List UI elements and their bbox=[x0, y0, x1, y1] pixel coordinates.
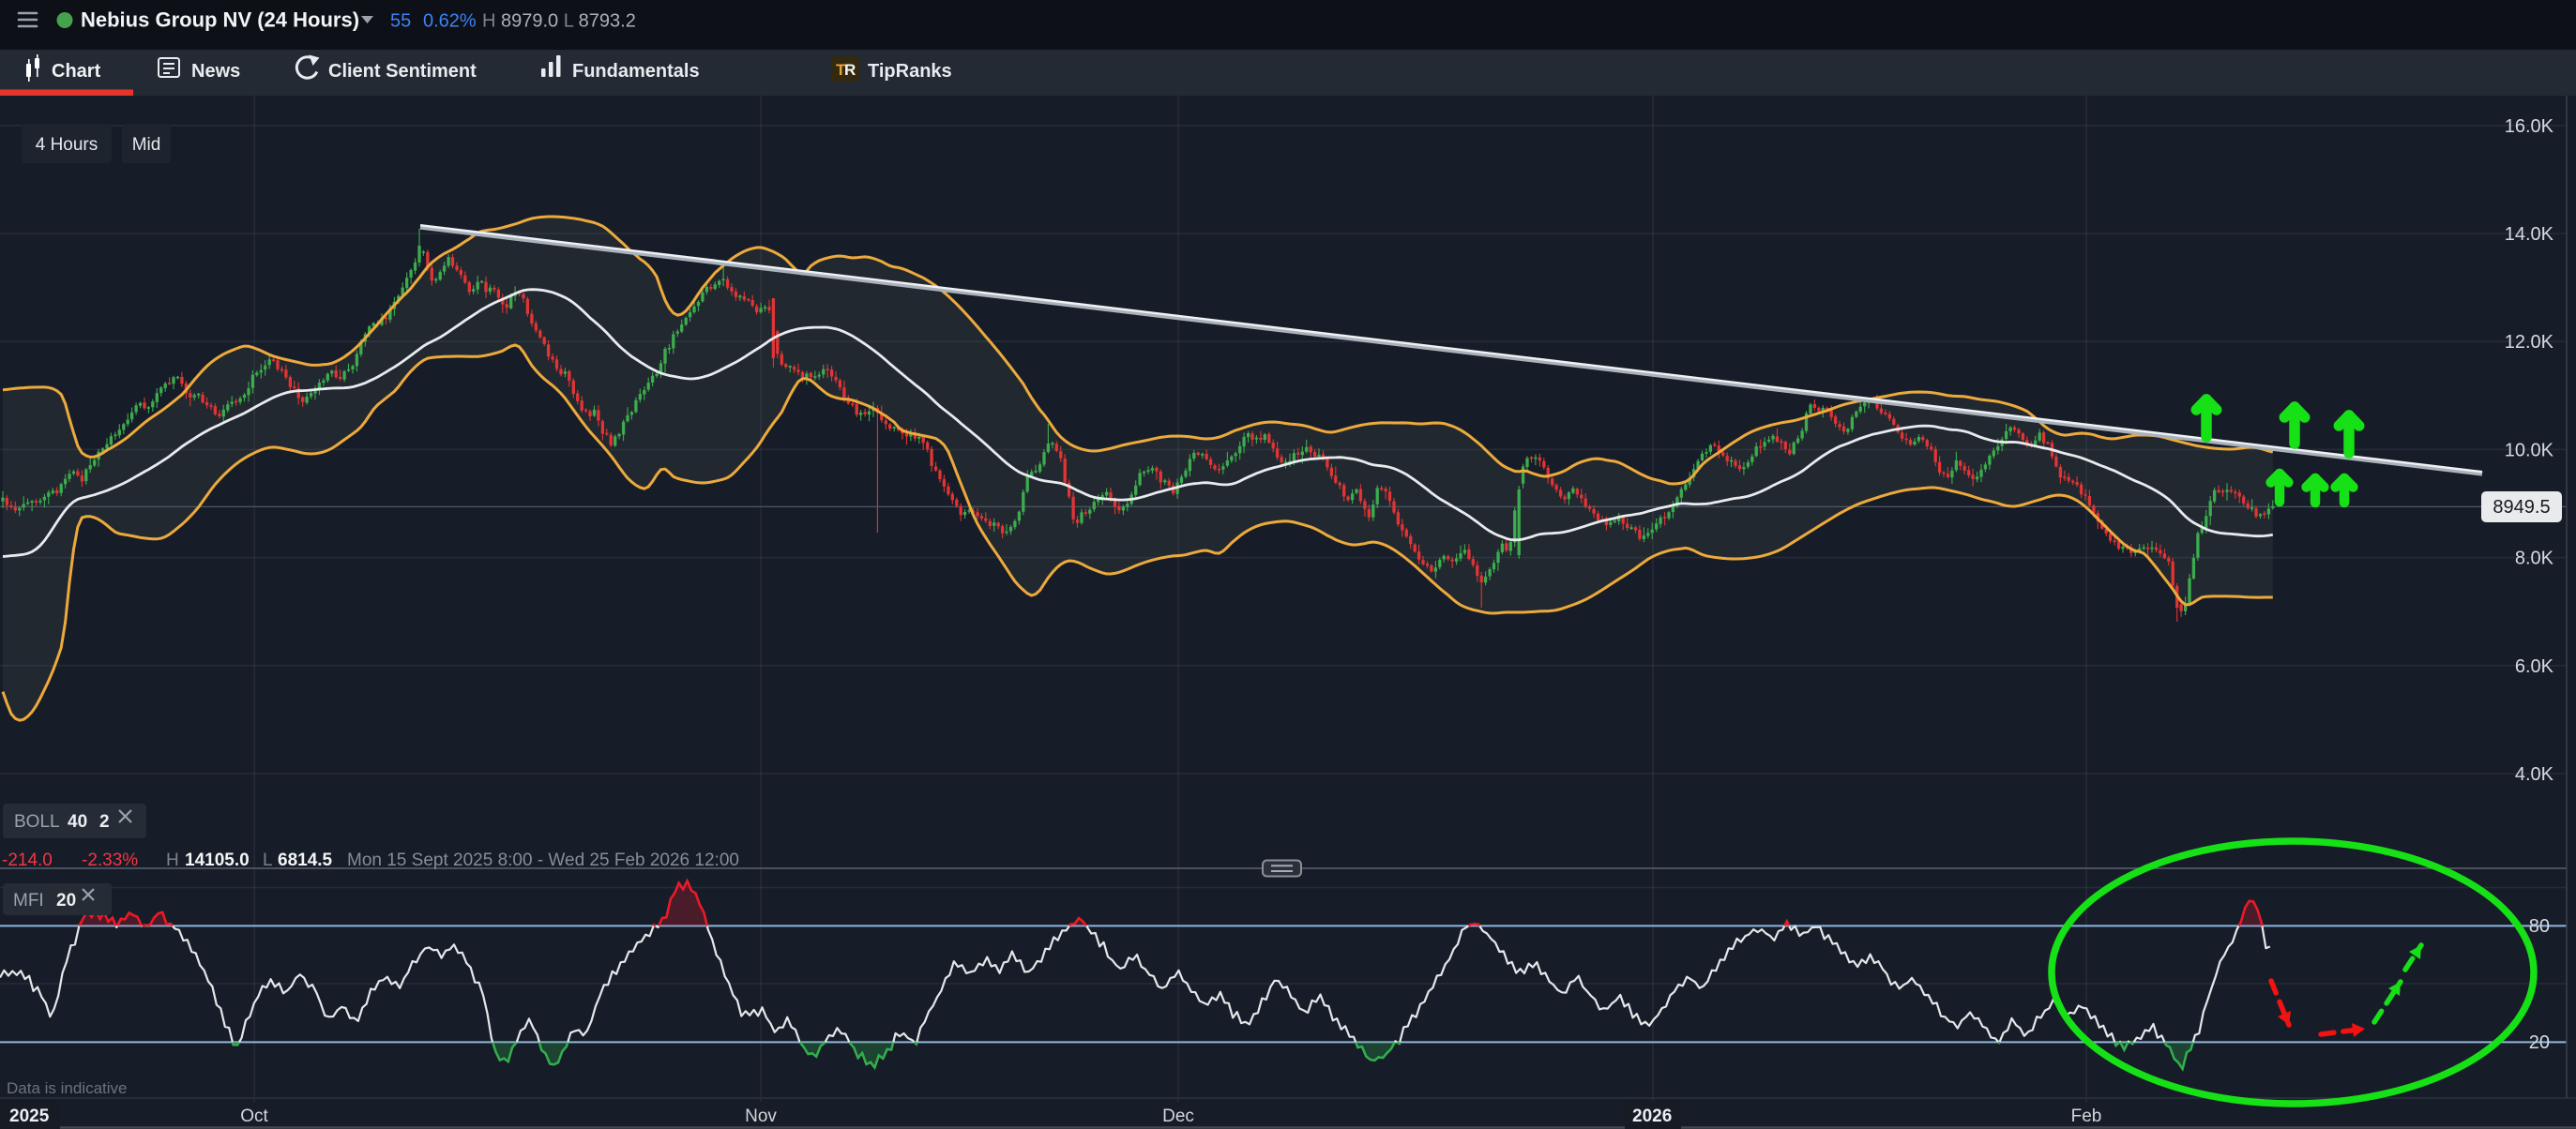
svg-text:L: L bbox=[263, 851, 273, 870]
svg-text:80: 80 bbox=[2529, 916, 2550, 937]
svg-text:14105.0: 14105.0 bbox=[185, 851, 250, 870]
svg-text:Data is indicative: Data is indicative bbox=[7, 1079, 128, 1097]
svg-text:Feb: Feb bbox=[2071, 1106, 2102, 1126]
svg-text:-214.0: -214.0 bbox=[2, 851, 53, 870]
svg-text:TipRanks: TipRanks bbox=[868, 61, 952, 82]
svg-text:10.0K: 10.0K bbox=[2505, 440, 2554, 460]
svg-text:Mon 15 Sept 2025 8:00 - Wed 25: Mon 15 Sept 2025 8:00 - Wed 25 Feb 2026 … bbox=[347, 851, 739, 870]
svg-text:Nov: Nov bbox=[745, 1106, 777, 1126]
svg-text:Oct: Oct bbox=[240, 1106, 268, 1126]
svg-text:Fundamentals: Fundamentals bbox=[572, 61, 700, 82]
svg-text:Client Sentiment: Client Sentiment bbox=[328, 61, 477, 82]
svg-text:0.62%: 0.62% bbox=[423, 11, 477, 32]
svg-text:BOLL: BOLL bbox=[14, 812, 60, 832]
svg-text:6814.5: 6814.5 bbox=[278, 851, 333, 870]
svg-text:40: 40 bbox=[68, 812, 87, 832]
svg-text:Dec: Dec bbox=[1162, 1106, 1194, 1126]
svg-text:6.0K: 6.0K bbox=[2515, 656, 2554, 677]
svg-text:News: News bbox=[191, 61, 240, 82]
svg-text:4 Hours: 4 Hours bbox=[36, 135, 98, 155]
svg-text:2026: 2026 bbox=[1632, 1106, 1672, 1126]
svg-text:8949.5: 8949.5 bbox=[2493, 497, 2550, 518]
svg-text:20: 20 bbox=[2529, 1032, 2550, 1053]
svg-text:H: H bbox=[166, 851, 179, 870]
svg-text:Nebius Group NV (24 Hours): Nebius Group NV (24 Hours) bbox=[81, 8, 359, 32]
svg-text:8.0K: 8.0K bbox=[2515, 549, 2554, 569]
svg-text:12.0K: 12.0K bbox=[2505, 332, 2554, 353]
svg-text:14.0K: 14.0K bbox=[2505, 224, 2554, 245]
svg-text:4.0K: 4.0K bbox=[2515, 764, 2554, 785]
svg-text:55: 55 bbox=[390, 11, 411, 32]
svg-text:2: 2 bbox=[99, 812, 110, 832]
svg-text:20: 20 bbox=[56, 891, 76, 911]
svg-text:T: T bbox=[836, 61, 846, 79]
svg-text:2025: 2025 bbox=[9, 1106, 50, 1126]
svg-text:R: R bbox=[844, 61, 856, 79]
svg-text:Mid: Mid bbox=[132, 135, 161, 155]
svg-text:16.0K: 16.0K bbox=[2505, 116, 2554, 137]
svg-text:H 8979.0 L 8793.2: H 8979.0 L 8793.2 bbox=[482, 11, 636, 32]
svg-text:MFI: MFI bbox=[13, 891, 44, 911]
svg-text:Chart: Chart bbox=[52, 61, 101, 82]
svg-text:-2.33%: -2.33% bbox=[82, 851, 138, 870]
